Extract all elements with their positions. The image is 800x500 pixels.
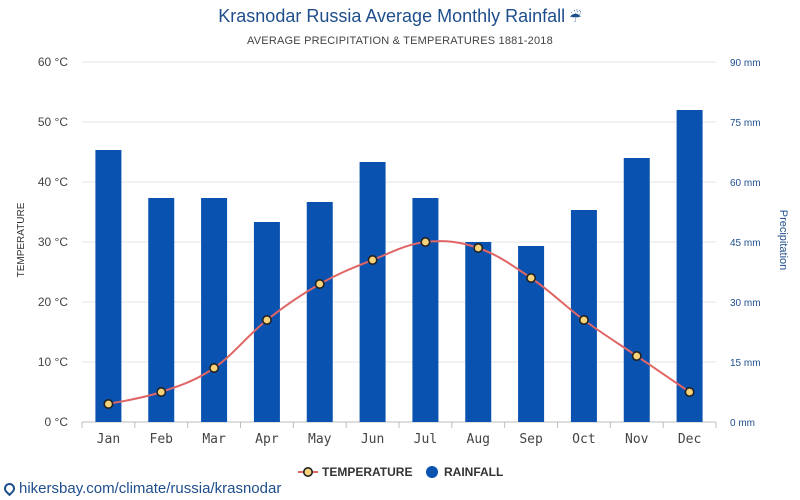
y-right-tick-label: 45 mm xyxy=(730,238,761,249)
y-right-tick-label: 75 mm xyxy=(730,118,761,129)
temperature-point xyxy=(103,398,114,409)
x-tick-label: Dec xyxy=(678,432,701,447)
y-left-tick-label: 10 °C xyxy=(38,355,68,369)
legend-rainfall-marker xyxy=(426,466,438,478)
rainfall-bar xyxy=(623,158,650,422)
x-tick-label: Jun xyxy=(361,432,384,447)
temperature-point xyxy=(631,350,642,361)
rainfall-bar xyxy=(306,202,333,422)
temperature-point xyxy=(684,386,695,397)
temperature-point xyxy=(578,314,589,325)
y-left-tick-label: 50 °C xyxy=(38,115,68,129)
temperature-point xyxy=(526,272,537,283)
footer-link[interactable]: hikersbay.com/climate/russia/krasnodar xyxy=(1,480,282,497)
temperature-point xyxy=(420,237,431,248)
y-left-tick-label: 40 °C xyxy=(38,175,68,189)
rainfall-bar xyxy=(465,242,492,422)
y-left-tick-label: 30 °C xyxy=(38,235,68,249)
rainfall-bar xyxy=(359,162,386,422)
temperature-point xyxy=(209,362,220,373)
rainfall-bar xyxy=(676,110,703,422)
rainfall-bar xyxy=(412,198,439,422)
x-tick-label: May xyxy=(308,432,332,447)
y-right-tick-label: 0 mm xyxy=(730,418,755,429)
x-tick-label: Oct xyxy=(572,432,595,447)
map-pin-icon xyxy=(1,480,18,497)
x-tick-label: Nov xyxy=(625,432,649,447)
x-tick-label: Sep xyxy=(519,432,543,447)
y-left-axis-title: TEMPERATURE xyxy=(16,202,27,277)
footer-link-text: hikersbay.com/climate/russia/krasnodar xyxy=(19,480,282,497)
x-tick-label: Jan xyxy=(97,432,120,447)
x-tick-label: Mar xyxy=(202,432,226,447)
x-tick-label: Aug xyxy=(467,432,490,447)
y-left-tick-label: 20 °C xyxy=(38,295,68,309)
legend-rainfall-label: RAINFALL xyxy=(444,465,503,479)
chart-subtitle: AVERAGE PRECIPITATION & TEMPERATURES 188… xyxy=(247,35,553,47)
temperature-line xyxy=(108,240,691,405)
chart-title-text: Krasnodar Russia Average Monthly Rainfal… xyxy=(218,6,566,26)
chart-title: Krasnodar Russia Average Monthly Rainfal… xyxy=(0,6,800,27)
rainfall-bar xyxy=(148,198,175,422)
y-right-tick-label: 30 mm xyxy=(730,298,761,309)
legend-temperature-marker xyxy=(302,466,313,477)
y-right-tick-label: 60 mm xyxy=(730,178,761,189)
y-left-tick-label: 60 °C xyxy=(38,55,68,69)
rainfall-bar xyxy=(201,198,228,422)
y-right-tick-label: 90 mm xyxy=(730,58,761,69)
temperature-point xyxy=(367,255,378,266)
temperature-point xyxy=(473,243,484,254)
umbrella-rain-icon: ☔ xyxy=(569,9,582,25)
rainfall-bar xyxy=(95,150,122,422)
x-tick-label: Feb xyxy=(150,432,174,447)
x-tick-label: Jul xyxy=(414,432,437,447)
y-left-tick-label: 0 °C xyxy=(45,415,69,429)
legend-temperature-label: TEMPERATURE xyxy=(322,465,412,479)
x-tick-label: Apr xyxy=(255,432,279,447)
y-right-axis-title: Precipitation xyxy=(777,210,789,271)
y-right-tick-label: 15 mm xyxy=(730,358,761,369)
temperature-point xyxy=(261,314,272,325)
temperature-point xyxy=(314,278,325,289)
temperature-point xyxy=(156,386,167,397)
